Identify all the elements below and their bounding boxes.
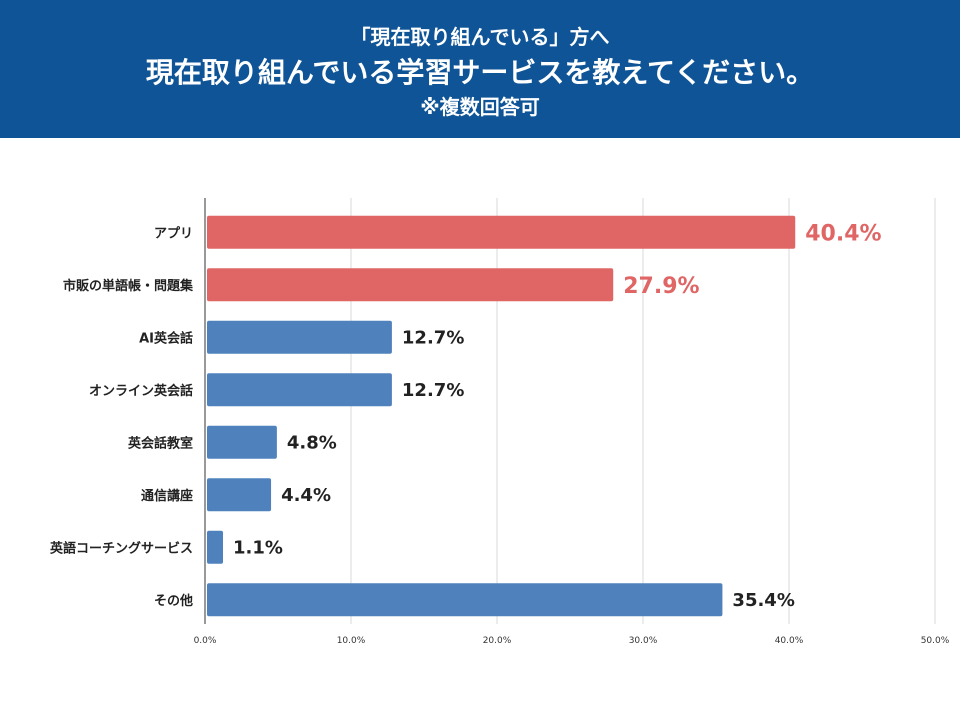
header-banner: 「現在取り組んでいる」方へ 現在取り組んでいる学習サービスを教えてください。 ※…	[0, 0, 960, 138]
category-label: 英語コーチングサービス	[49, 540, 193, 556]
bar	[207, 373, 392, 407]
category-label: その他	[154, 593, 193, 609]
bar	[207, 268, 614, 302]
bar	[207, 215, 796, 249]
category-label: オンライン英会話	[89, 383, 193, 399]
category-label: アプリ	[154, 226, 193, 241]
value-label: 4.4%	[281, 485, 331, 506]
value-label: 12.7%	[402, 380, 464, 401]
bar	[207, 478, 272, 512]
x-tick-label: 30.0%	[629, 636, 658, 646]
x-tick-label: 40.0%	[775, 636, 804, 646]
header-note: ※複数回答可	[420, 95, 540, 119]
value-label: 35.4%	[732, 590, 794, 611]
value-label: 1.1%	[233, 537, 283, 558]
category-label: 市販の単語帳・問題集	[63, 278, 194, 294]
header-subtitle: 「現在取り組んでいる」方へ	[350, 25, 610, 49]
x-tick-label: 10.0%	[337, 636, 366, 646]
category-label: AI英会話	[139, 330, 193, 346]
category-label: 通信講座	[141, 488, 193, 504]
value-label: 40.4%	[805, 221, 881, 246]
x-tick-label: 0.0%	[194, 636, 217, 646]
x-tick-label: 20.0%	[483, 636, 512, 646]
bar	[207, 425, 277, 459]
value-label: 27.9%	[623, 274, 699, 299]
bar	[207, 320, 392, 354]
bar	[207, 583, 723, 617]
category-label: 英会話教室	[127, 435, 193, 451]
x-tick-label: 50.0%	[921, 636, 950, 646]
header-title: 現在取り組んでいる学習サービスを教えてください。	[145, 56, 815, 89]
value-label: 4.8%	[287, 432, 337, 453]
bar	[207, 530, 224, 564]
value-label: 12.7%	[402, 327, 464, 348]
